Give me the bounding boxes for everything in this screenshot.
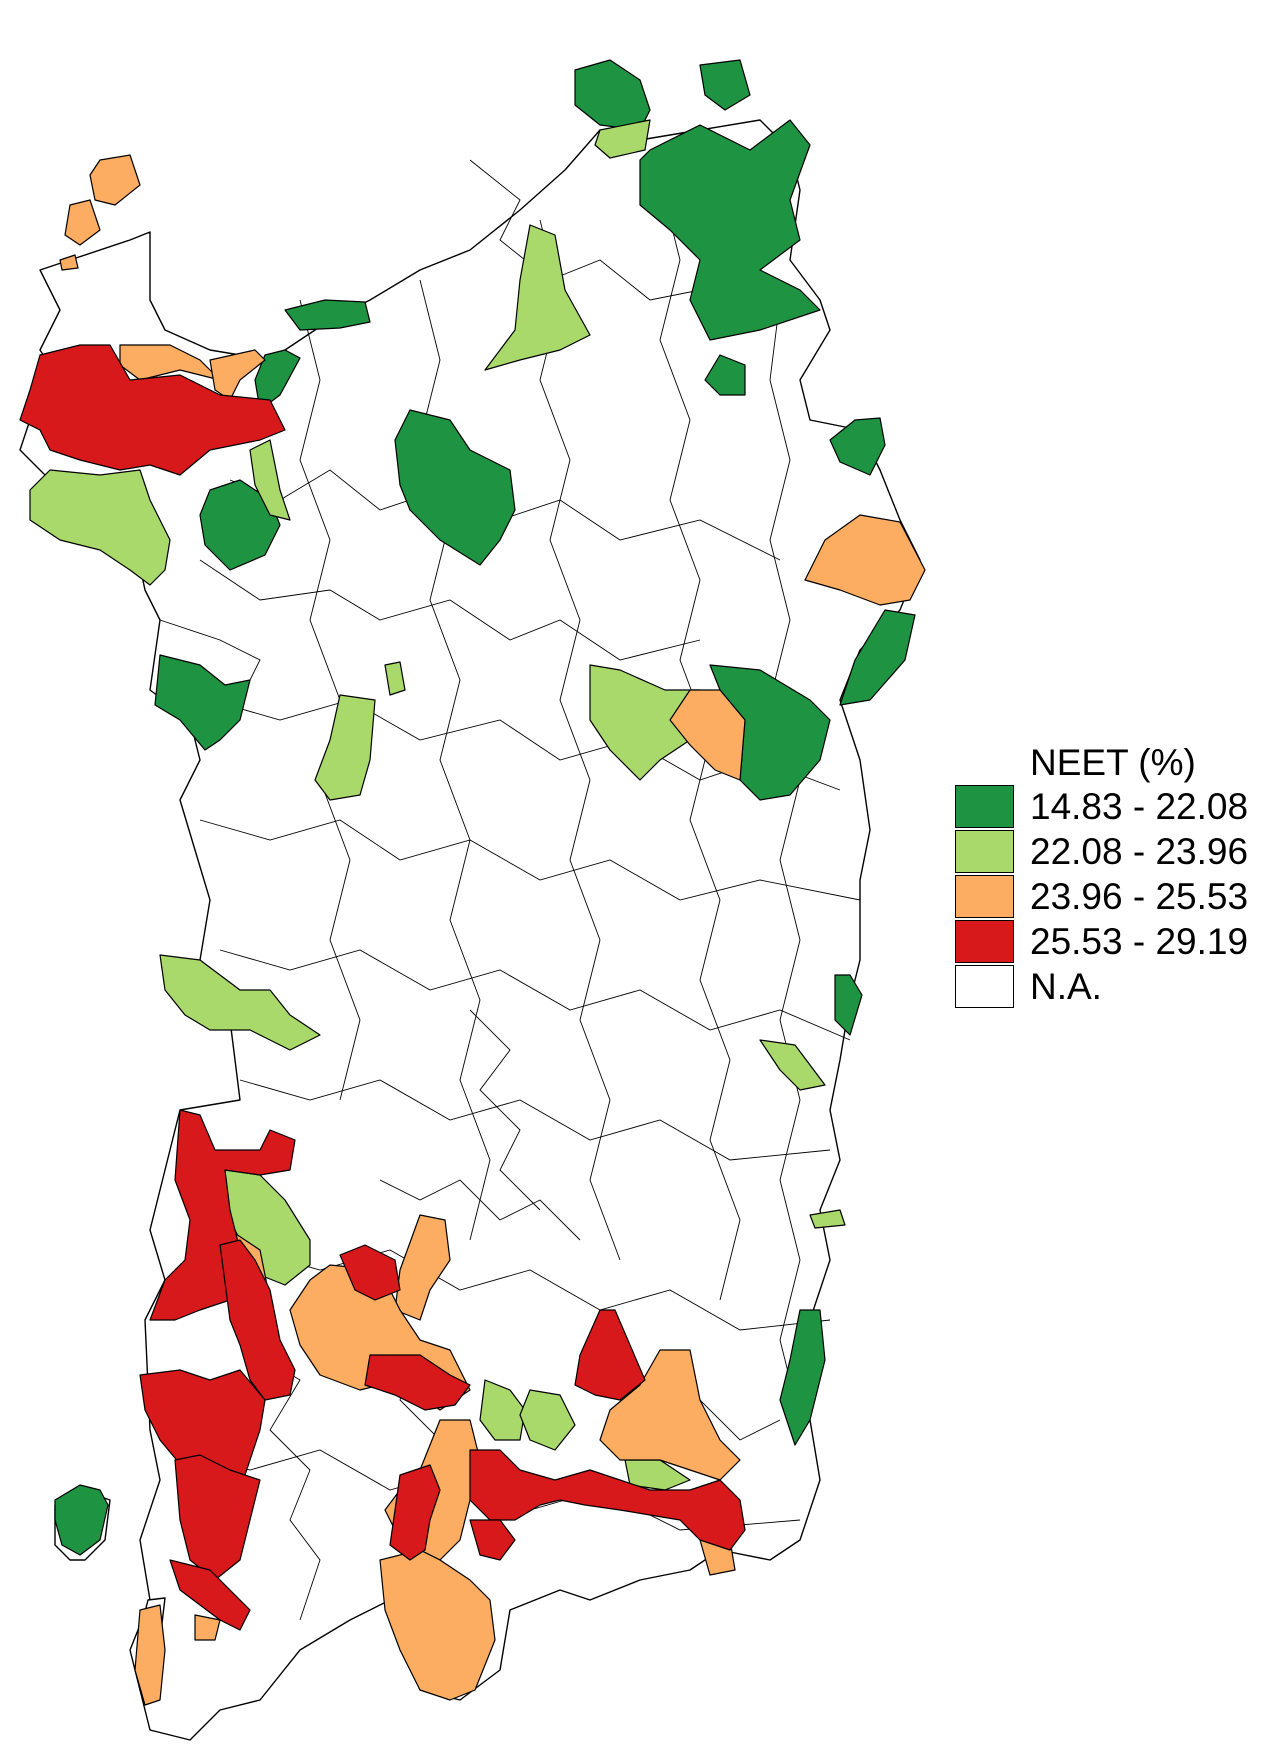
legend-item-class-1: 14.83 - 22.08	[955, 784, 1248, 829]
legend-label: 23.96 - 25.53	[1030, 875, 1249, 917]
legend-item-class-3: 23.96 - 25.53	[955, 874, 1248, 919]
legend-swatch	[955, 785, 1014, 828]
legend-swatch	[955, 830, 1014, 873]
legend-item-na: N.A.	[955, 964, 1248, 1009]
neet-class-2-regions	[29, 119, 846, 1491]
map-legend: NEET (%) 14.83 - 22.08 22.08 - 23.96 23.…	[955, 742, 1248, 1009]
legend-label: 22.08 - 23.96	[1030, 830, 1249, 872]
legend-title: NEET (%)	[1030, 742, 1196, 783]
legend-swatch	[955, 965, 1014, 1008]
legend-label: 14.83 - 22.08	[1030, 785, 1249, 827]
legend-item-class-2: 22.08 - 23.96	[955, 829, 1248, 874]
neet-class-4-regions	[19, 344, 746, 1631]
municipal-borders	[159, 159, 861, 1621]
legend-label: 25.53 - 29.19	[1030, 920, 1249, 962]
legend-label: N.A.	[1030, 965, 1102, 1007]
legend-item-class-4: 25.53 - 29.19	[955, 919, 1248, 964]
legend-swatch	[955, 920, 1014, 963]
legend-swatch	[955, 875, 1014, 918]
neet-class-1-regions	[54, 59, 916, 1556]
